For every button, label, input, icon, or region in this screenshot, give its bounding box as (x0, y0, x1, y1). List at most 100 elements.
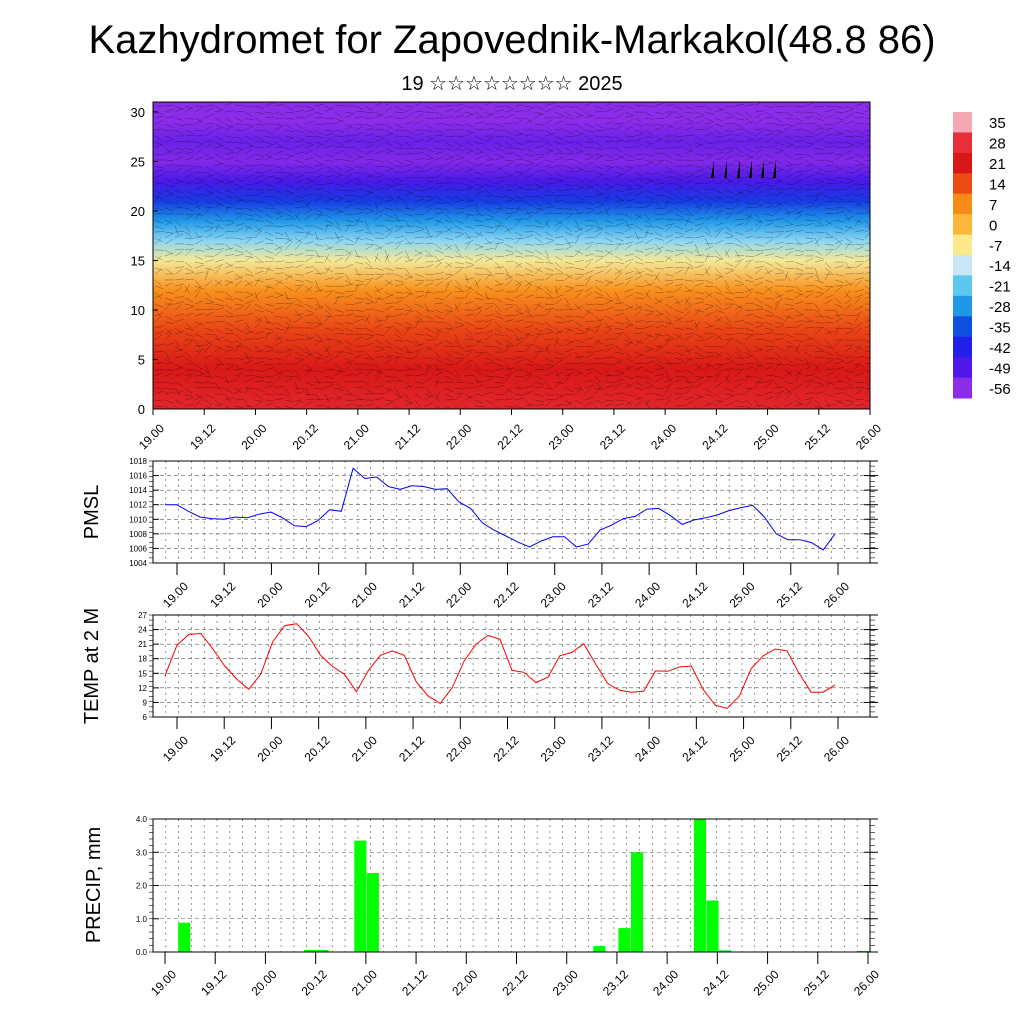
wind-barb (264, 129, 274, 135)
wind-barb (314, 129, 323, 135)
wind-barb (764, 248, 774, 251)
wind-barb (474, 163, 484, 167)
wind-barb (704, 305, 714, 311)
wind-barb (434, 371, 444, 377)
wind-barb (514, 261, 523, 268)
wind-barb (234, 129, 245, 131)
wind-barb (844, 135, 855, 138)
wind-barb (554, 219, 564, 225)
wind-barb (424, 264, 434, 269)
wind-barb (574, 183, 584, 189)
wind-barb (484, 247, 494, 251)
wind-barb (544, 309, 552, 317)
wind-barb (854, 129, 864, 135)
wind-barb (574, 275, 584, 281)
wind-barb (284, 243, 292, 251)
wind-barb (704, 242, 714, 245)
wind-barb (534, 207, 542, 215)
wind-barb (504, 339, 513, 345)
wind-barb (404, 189, 414, 195)
wind-barb (724, 374, 730, 383)
wind-barb (264, 321, 274, 324)
wind-barb (194, 177, 204, 181)
wind-barb (814, 131, 824, 137)
wind-barb (494, 207, 504, 210)
wind-barb (294, 351, 304, 357)
wind-barb (624, 165, 634, 169)
wind-barb (324, 165, 334, 170)
wind-barb (354, 301, 364, 305)
wind-barb (404, 258, 414, 263)
wind-barb (854, 372, 864, 377)
wind-barb (634, 137, 643, 143)
wind-barb (284, 352, 293, 359)
wind-barb (294, 186, 304, 191)
x-tick-label: 25.00 (727, 733, 758, 764)
wind-barb (314, 153, 324, 159)
wind-barb (244, 225, 254, 230)
wind-barb (844, 381, 854, 387)
wind-barb (404, 368, 414, 371)
wind-barb (444, 369, 454, 375)
wind-barb (794, 117, 804, 122)
wind-barb (524, 309, 533, 316)
wind-barb (404, 231, 415, 234)
wind-barb (344, 293, 354, 299)
wind-barb (564, 308, 574, 311)
wind-barb (784, 229, 794, 233)
wind-barb (594, 249, 604, 253)
wind-barb (854, 389, 864, 395)
wind-barb (284, 213, 294, 218)
wind-barb (824, 243, 834, 246)
wind-barb (414, 319, 420, 329)
wind-barb (494, 321, 502, 329)
wind-barb (804, 175, 814, 179)
wind-barb (434, 147, 444, 150)
x-tick-label: 21.12 (396, 579, 427, 610)
wind-barb (514, 350, 525, 353)
wind-barb (724, 231, 734, 237)
wind-barb (574, 327, 584, 332)
wind-barb (524, 333, 534, 336)
wind-barb (724, 225, 732, 233)
wind-barb (724, 402, 734, 407)
wind-barb (354, 237, 364, 240)
wind-barb (644, 398, 651, 407)
wind-barb (504, 357, 514, 360)
wind-barb (204, 248, 214, 251)
wind-barb (534, 255, 544, 261)
wind-barb (364, 183, 374, 189)
wind-barb (364, 144, 374, 149)
wind-barb (764, 132, 774, 137)
wind-barb (594, 242, 605, 245)
wind-barb (284, 369, 294, 373)
wind-barb (454, 129, 465, 131)
wind-barb (504, 105, 514, 110)
wind-barb (174, 117, 184, 121)
wind-barb (574, 123, 584, 129)
wind-barb (434, 327, 443, 333)
wind-barb (704, 355, 714, 359)
wind-barb (364, 351, 372, 359)
wind-barb (414, 195, 425, 197)
wind-barb (544, 331, 554, 335)
x-tick-label: 21.00 (341, 421, 372, 452)
wind-barb (454, 231, 464, 234)
wind-barb (264, 367, 274, 371)
wind-barb (484, 362, 494, 365)
wind-barb (164, 342, 174, 347)
wind-barb (184, 387, 193, 394)
wind-barb (714, 181, 724, 185)
wind-barb (484, 314, 494, 317)
wind-barb (494, 345, 504, 351)
wind-barb (604, 343, 614, 347)
temp-frame (152, 614, 871, 718)
wind-barb (464, 393, 473, 400)
wind-barb (234, 363, 241, 371)
wind-barb (584, 353, 594, 359)
wind-barb (524, 195, 535, 198)
wind-barb (434, 212, 444, 215)
wind-barb (234, 333, 242, 341)
wind-barb (744, 117, 753, 124)
wind-barb (774, 386, 784, 389)
